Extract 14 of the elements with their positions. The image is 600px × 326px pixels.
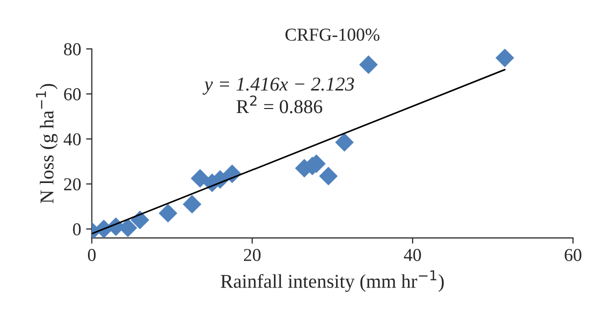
- annotation: y = 1.416x − 2.123: [202, 78, 354, 95]
- y-tick-label: 0: [73, 223, 81, 236]
- y-tick-label: 20: [64, 178, 81, 190]
- annotation: R$^{2}$ = 0.886: [236, 95, 322, 114]
- y-tick-label: 60: [64, 88, 81, 100]
- x-tick-label: 60: [564, 248, 582, 262]
- y-axis-title: N loss (g ha$^{−1}$): [36, 84, 58, 204]
- x-axis-title: Rainfall intensity (mm hr$^{−1}$): [220, 270, 444, 292]
- x-tick-label: 0: [88, 248, 96, 262]
- chart-title: CRFG-100%: [285, 28, 380, 41]
- y-tick-label: 80: [64, 43, 81, 56]
- x-tick-label: 20: [244, 248, 261, 262]
- x-tick-label: 40: [404, 248, 421, 262]
- y-tick-label: 40: [64, 133, 81, 146]
